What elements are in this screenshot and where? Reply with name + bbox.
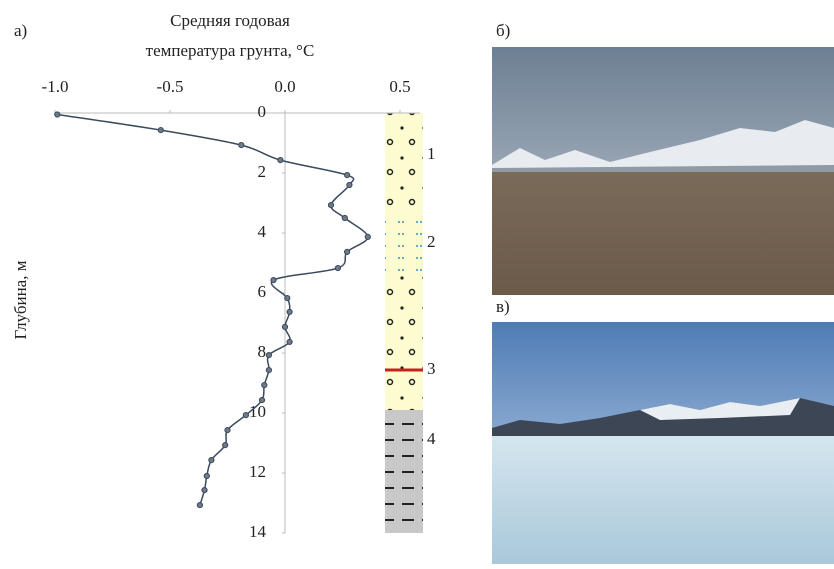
data-point: [222, 442, 229, 449]
panel-label: в): [496, 297, 510, 316]
y-tick-label: 14: [249, 522, 267, 541]
data-point: [286, 308, 293, 315]
data-point: [341, 214, 348, 222]
photo-ice: [492, 322, 834, 564]
x-tick-label: -1.0: [42, 77, 69, 96]
data-point: [201, 487, 208, 494]
y-tick-label: 8: [258, 342, 267, 361]
data-point: [284, 295, 291, 302]
data-point: [344, 248, 351, 255]
data-point: [203, 472, 210, 480]
data-point: [327, 202, 335, 209]
y-axis-label: Глубина, м: [11, 260, 30, 339]
x-tick-label: 0.5: [389, 77, 410, 96]
layer-label: 2: [427, 232, 436, 251]
data-point: [208, 457, 215, 464]
data-point: [281, 323, 289, 330]
temperature-line: [57, 113, 369, 506]
photo-tundra: [492, 47, 834, 295]
y-tick-label: 2: [258, 162, 267, 181]
y-tick-label: 4: [258, 222, 267, 241]
data-point: [265, 367, 272, 374]
data-point: [196, 502, 203, 509]
data-point: [224, 427, 231, 434]
data-point: [238, 142, 245, 149]
data-point: [277, 157, 284, 164]
layer-label: 4: [427, 429, 436, 448]
data-point: [157, 127, 164, 134]
panel-label: б): [496, 21, 510, 40]
data-point: [54, 111, 61, 118]
x-tick-label: 0.0: [274, 77, 295, 96]
data-point: [286, 338, 293, 345]
title: температура грунта, °C: [146, 41, 315, 60]
data-point: [346, 181, 353, 189]
data-point: [258, 397, 266, 404]
y-tick-label: 12: [249, 462, 266, 481]
data-point: [344, 172, 351, 179]
data-point: [334, 265, 341, 272]
layer-label: 3: [427, 359, 436, 378]
y-tick-label: 6: [258, 282, 267, 301]
y-tick-label: 10: [249, 402, 266, 421]
title: Средняя годовая: [170, 11, 290, 30]
lithology-column: [385, 113, 423, 533]
data-point: [242, 412, 249, 419]
x-tick-label: -0.5: [157, 77, 184, 96]
data-point: [265, 352, 272, 359]
data-point: [364, 233, 371, 240]
panel-label: а): [14, 21, 27, 40]
data-point: [261, 382, 268, 389]
layer-label: 1: [427, 144, 436, 163]
y-tick-label: 0: [258, 102, 267, 121]
data-point: [270, 277, 277, 284]
